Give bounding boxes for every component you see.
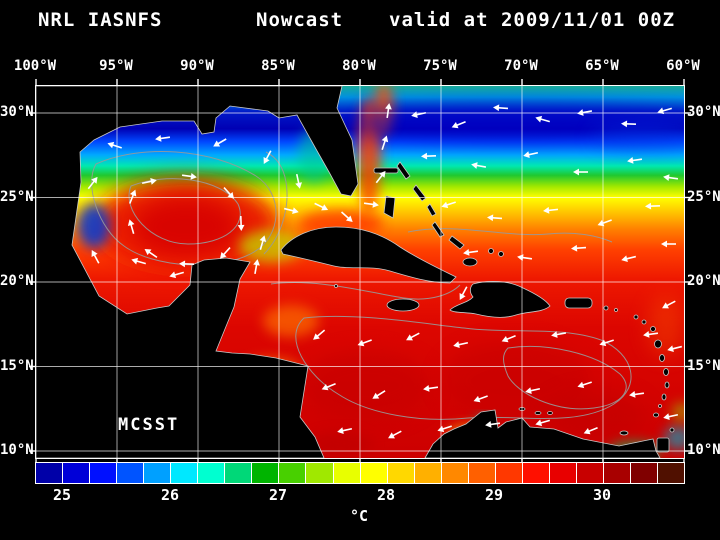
land-layer (36, 86, 675, 458)
colorbar-cell (658, 463, 685, 483)
colorbar-tick-label: 27 (268, 486, 288, 504)
colorbar-cell (549, 463, 577, 483)
lon-tick-label: 65°W (585, 58, 619, 74)
colorbar-cell (306, 463, 334, 483)
colorbar-cell (144, 463, 172, 483)
grid-lines (36, 86, 684, 458)
lat-tick-label: 10°N (0, 442, 34, 458)
lon-tick-label: 80°W (342, 58, 376, 74)
lat-tick-label: 30°N (687, 104, 720, 120)
colorbar-cell (414, 463, 442, 483)
lon-tick-label: 90°W (180, 58, 214, 74)
lon-tick-label: 75°W (423, 58, 457, 74)
colorbar-cell (522, 463, 550, 483)
colorbar-cell (603, 463, 632, 483)
colorbar-unit: °C (349, 507, 369, 525)
land-lesser-antilles (334, 284, 675, 436)
colorbar-cell (387, 463, 415, 483)
colorbar-tick-label: 28 (376, 486, 396, 504)
colorbar-cell (36, 463, 64, 483)
lat-tick-label: 20°N (0, 273, 34, 289)
colorbar-cell (90, 463, 118, 483)
colorbar-cell (225, 463, 253, 483)
lat-tick-label: 10°N (687, 442, 720, 458)
land-north-central-america (36, 86, 359, 458)
lat-tick-label: 20°N (687, 273, 720, 289)
lon-tick-label: 100°W (13, 58, 57, 74)
land-bahamas (373, 161, 504, 267)
colorbar-cell (495, 463, 523, 483)
colorbar-cell (576, 463, 604, 483)
land-cuba (280, 226, 457, 284)
lon-tick-label: 95°W (99, 58, 133, 74)
colorbar-cell (171, 463, 199, 483)
colorbar-tick-label: 26 (160, 486, 180, 504)
colorbar-cell (333, 463, 361, 483)
map-frame: MCSST (29, 79, 691, 465)
lon-tick-label: 85°W (261, 58, 295, 74)
title-valid-time: valid at 2009/11/01 00Z (389, 9, 676, 31)
lat-tick-label: 25°N (687, 188, 720, 205)
land-jamaica (386, 298, 420, 312)
watermark: MCSST (118, 415, 179, 435)
contour-lines (91, 151, 632, 420)
colorbar (35, 462, 685, 484)
colorbar-cell (279, 463, 307, 483)
title-product: Nowcast (256, 9, 344, 31)
lat-tick-label: 25°N (0, 188, 34, 205)
colorbar-tick-label: 30 (592, 486, 612, 504)
title-system: NRL IASNFS (38, 9, 163, 31)
sst-map: MCSST (29, 79, 691, 465)
land-hispaniola (449, 280, 551, 318)
colorbar-cell (63, 463, 91, 483)
colorbar-cell (631, 463, 659, 483)
colorbar-cell (468, 463, 496, 483)
colorbar-cell (441, 463, 469, 483)
colorbar-cell (252, 463, 280, 483)
colorbar-tick-label: 25 (52, 486, 72, 504)
land-puerto-rico (564, 297, 593, 309)
land-trinidad (656, 437, 670, 453)
colorbar-tick-label: 29 (484, 486, 504, 504)
lat-tick-label: 15°N (687, 357, 720, 374)
lon-tick-label: 60°W (666, 58, 700, 74)
colorbar-cell (198, 463, 226, 483)
lon-tick-label: 70°W (504, 58, 538, 74)
lat-tick-label: 15°N (0, 357, 34, 374)
colorbar-cell (117, 463, 145, 483)
lat-tick-label: 30°N (0, 104, 34, 120)
axis-ticks (29, 79, 691, 465)
colorbar-cell (360, 463, 388, 483)
